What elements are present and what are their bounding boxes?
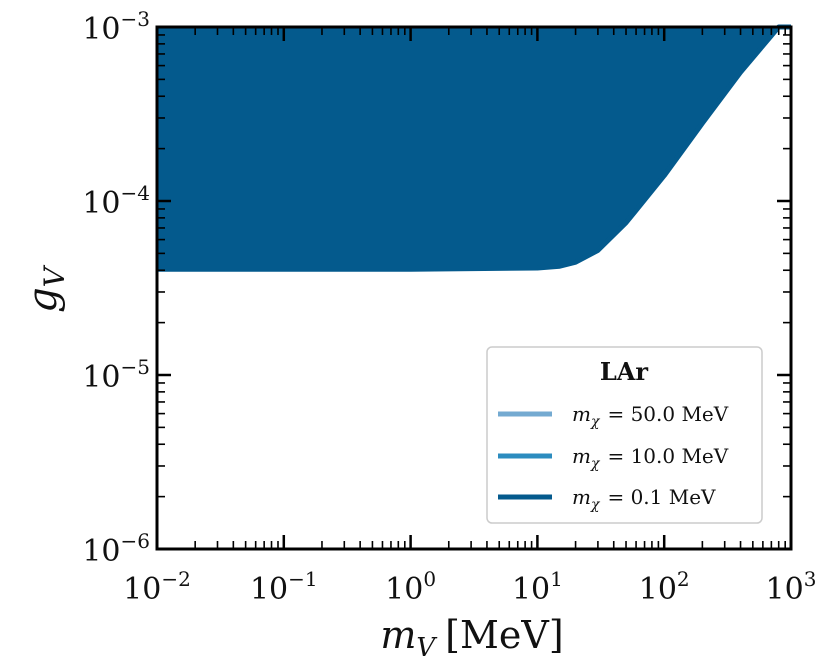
region-0p1mev (157, 27, 791, 270)
y-tick-label: 10−3 (82, 7, 150, 47)
y-axis-label: gV (20, 264, 71, 313)
tick-labels: 10−2 10−1 100 101 102 103 10−6 10−5 10−4 10−3 (82, 7, 816, 607)
y-tick-label: 10−5 (82, 355, 150, 395)
x-tick-label: 103 (766, 567, 817, 607)
y-tick-label: 10−6 (82, 529, 150, 569)
legend: LAr mχ = 50.0 MeV mχ = 10.0 MeV mχ = 0.1 Me… (486, 346, 763, 524)
x-tick-label: 10−2 (123, 567, 191, 607)
boundary-line-0p1mev (157, 24, 791, 272)
exclusion-regions (157, 27, 791, 270)
x-tick-label: 102 (639, 567, 690, 607)
legend-title: LAr (600, 357, 648, 386)
legend-entry-50mev: mχ = 50.0 MeV (572, 402, 729, 430)
legend-box (486, 346, 763, 524)
x-tick-label: 100 (385, 567, 436, 607)
x-axis-label: mV [MeV] (380, 613, 563, 663)
x-tick-label: 101 (512, 567, 563, 607)
y-tick-label: 10−4 (82, 181, 150, 221)
legend-entry-10mev: mχ = 10.0 MeV (572, 444, 729, 472)
x-tick-label: 10−1 (250, 567, 318, 607)
boundary-lines (157, 24, 791, 272)
legend-entry-0p1mev: mχ = 0.1 MeV (572, 485, 716, 513)
plot-frame (155, 25, 793, 551)
